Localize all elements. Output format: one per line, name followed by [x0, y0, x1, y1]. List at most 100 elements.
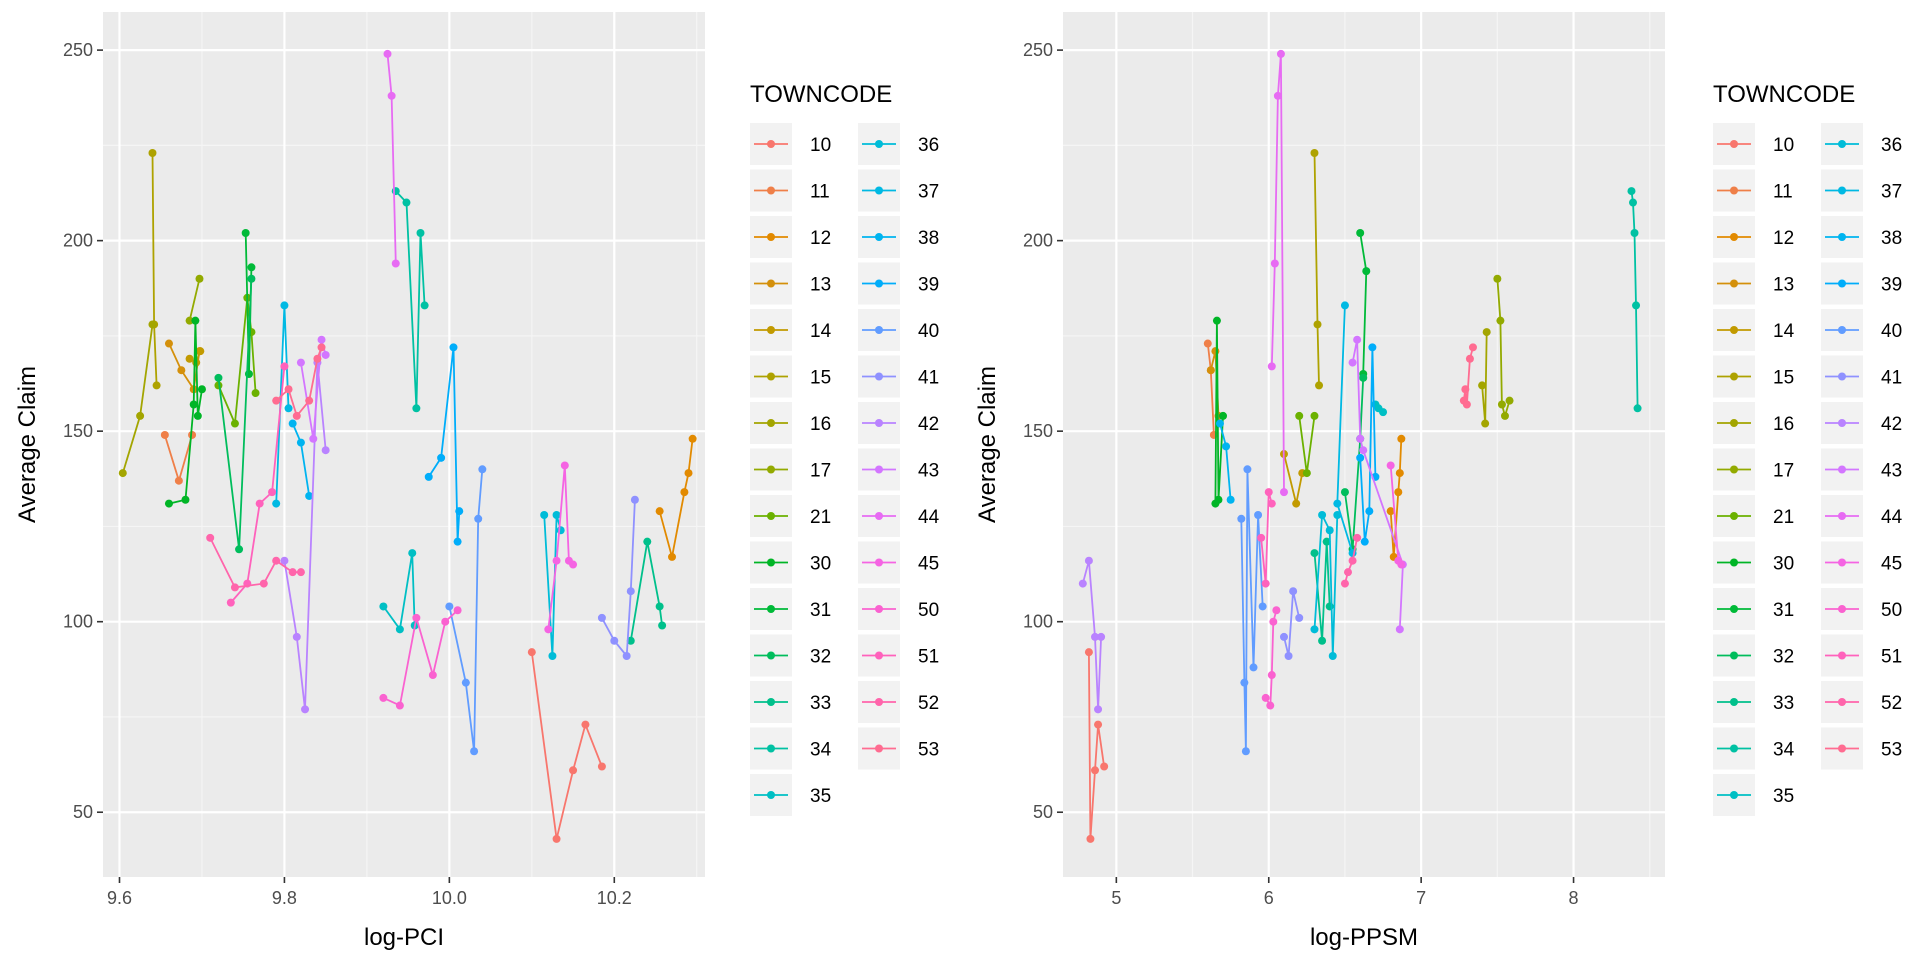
data-point [1310, 148, 1319, 157]
legend-label: 17 [810, 461, 831, 482]
legend-key-point [875, 744, 883, 753]
legend-label: 52 [1881, 693, 1902, 714]
legend-label: 44 [918, 507, 940, 528]
legend-key-point [1730, 465, 1738, 474]
legend-item-11: 11 [1713, 169, 1793, 212]
legend-item-35: 35 [1713, 774, 1794, 816]
data-point [1340, 488, 1349, 497]
data-point [214, 373, 223, 382]
data-point [560, 461, 569, 470]
legend-label: 43 [1881, 461, 1902, 482]
series-34 [1627, 187, 1642, 413]
legend-key-point [875, 326, 883, 334]
data-point [688, 434, 697, 443]
legend-key-point [1838, 744, 1846, 753]
legend-label: 15 [810, 368, 831, 389]
data-point [196, 347, 205, 356]
x-tick-label: 8 [1569, 888, 1579, 908]
legend-label: 17 [1773, 461, 1794, 482]
legend-item-39: 39 [858, 262, 939, 305]
data-point [1628, 198, 1637, 207]
data-point [1315, 381, 1324, 390]
legend-label: 41 [1881, 368, 1902, 389]
data-point [387, 91, 396, 100]
data-point [461, 678, 470, 687]
axes: 50 100 150 200 250 5 6 7 8 log-PPSM Average Claim [974, 40, 1579, 951]
data-point [309, 434, 318, 443]
data-point [1212, 316, 1221, 325]
y-tick-label: 50 [1033, 802, 1053, 822]
data-point [1222, 442, 1231, 451]
data-point [1295, 613, 1304, 622]
legend-item-38: 38 [858, 216, 939, 258]
data-point [1226, 495, 1235, 504]
data-point [1482, 328, 1491, 337]
legend-label: 43 [918, 461, 939, 482]
data-point [177, 366, 186, 375]
legend-item-44: 44 [858, 495, 940, 537]
legend-label: 31 [1773, 600, 1794, 621]
legend-label: 30 [810, 554, 831, 575]
data-point [1633, 404, 1642, 413]
legend-label: 50 [1881, 600, 1902, 621]
legend-key-point [767, 558, 775, 567]
data-point [1284, 651, 1293, 660]
legend-key-point [767, 140, 775, 148]
legend-item-21: 21 [1713, 495, 1794, 537]
data-point [569, 560, 578, 569]
y-axis-title: Average Claim [14, 366, 41, 523]
series-21 [1295, 411, 1319, 478]
series-53 [1459, 343, 1477, 409]
data-point [1478, 381, 1487, 390]
series-39 [1356, 343, 1380, 546]
legend-item-15: 15 [750, 355, 831, 398]
data-point [268, 488, 277, 497]
legend-label: 35 [1773, 786, 1794, 807]
legend-key-point [875, 605, 883, 613]
x-tick-label: 9.8 [272, 888, 297, 908]
y-tick-label: 100 [63, 612, 93, 632]
y-axis-title: Average Claim [974, 366, 1001, 523]
data-point [1362, 267, 1371, 276]
legend-item-36: 36 [1821, 123, 1902, 165]
x-tick-label: 10.2 [597, 888, 632, 908]
legend-key-point [767, 651, 775, 660]
legend-key-point [767, 372, 775, 381]
legend-title: TOWNCODE [1713, 81, 1855, 108]
legend-item-51: 51 [858, 634, 939, 677]
axes: 50 100 150 200 250 9.6 9.8 10.0 10.2 log-PCI Avera… [14, 40, 632, 951]
data-point [379, 693, 388, 702]
legend-item-30: 30 [1713, 541, 1794, 584]
plot-panel-background [103, 12, 705, 877]
data-point [321, 350, 330, 359]
data-point [1214, 495, 1223, 504]
series-44 [1267, 49, 1288, 497]
data-point [1292, 499, 1301, 508]
legend-key-point [875, 512, 883, 520]
data-point [1279, 488, 1288, 497]
legend-key-point [1838, 465, 1846, 474]
data-point [164, 339, 173, 348]
legend-label: 16 [810, 414, 831, 435]
series-51 [226, 362, 289, 607]
data-point [1333, 499, 1342, 508]
data-point [317, 343, 326, 352]
legend-key-point [1838, 279, 1846, 288]
legend-item-17: 17 [1713, 448, 1794, 491]
data-point [1365, 507, 1374, 516]
legend-label: 38 [1881, 228, 1902, 249]
legend-item-45: 45 [858, 541, 939, 584]
legend-key-point [1838, 651, 1846, 660]
grid-lines [1063, 12, 1665, 877]
data-point [1497, 400, 1506, 409]
data-point [1310, 411, 1319, 420]
data-point [540, 510, 549, 519]
legend-key-point [1838, 186, 1846, 195]
data-point [1397, 560, 1406, 569]
legend-key-point [1730, 419, 1738, 427]
data-point [391, 187, 400, 196]
legend-key-point [1730, 651, 1738, 660]
data-point [280, 362, 289, 371]
data-point [1270, 259, 1279, 268]
data-point [1630, 229, 1639, 238]
